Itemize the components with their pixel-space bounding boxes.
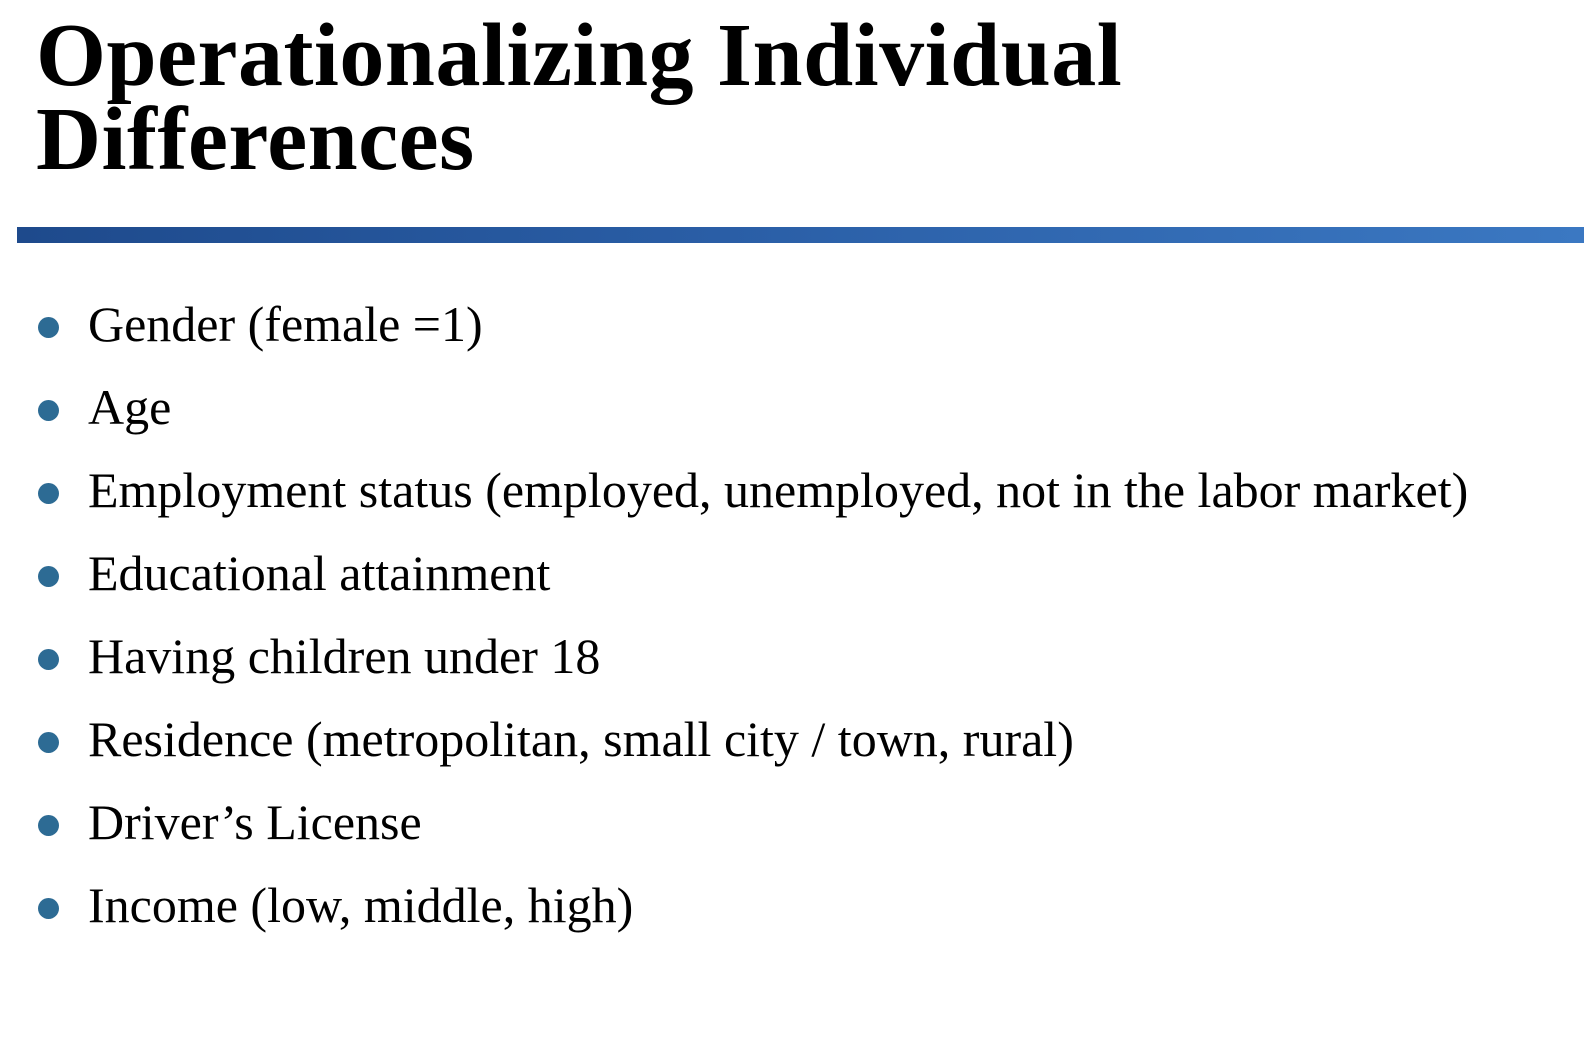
list-item: Age: [0, 377, 1584, 438]
bullet-icon: [38, 898, 59, 919]
bullet-text: Educational attainment: [88, 545, 551, 601]
list-item: Income (low, middle, high): [0, 875, 1584, 936]
list-item: Employment status (employed, unemployed,…: [0, 460, 1584, 521]
bullet-text: Employment status (employed, unemployed,…: [88, 462, 1469, 518]
bullet-text: Income (low, middle, high): [88, 877, 634, 933]
bullet-icon: [38, 649, 59, 670]
bullet-text: Gender (female =1): [88, 296, 483, 352]
list-item: Driver’s License: [0, 792, 1584, 853]
list-item: Educational attainment: [0, 543, 1584, 604]
slide-title: Operationalizing Individual Differences: [36, 6, 1123, 189]
title-divider: [17, 227, 1584, 243]
bullet-icon: [38, 483, 59, 504]
bullet-text: Having children under 18: [88, 628, 601, 684]
bullet-text: Driver’s License: [88, 794, 422, 850]
bullet-list: Gender (female =1) Age Employment status…: [0, 294, 1584, 958]
bullet-icon: [38, 400, 59, 421]
bullet-text: Age: [88, 379, 172, 435]
list-item: Gender (female =1): [0, 294, 1584, 355]
bullet-text: Residence (metropolitan, small city / to…: [88, 711, 1074, 767]
bullet-icon: [38, 815, 59, 836]
list-item: Residence (metropolitan, small city / to…: [0, 709, 1584, 770]
bullet-icon: [38, 566, 59, 587]
bullet-icon: [38, 732, 59, 753]
bullet-icon: [38, 317, 59, 338]
list-item: Having children under 18: [0, 626, 1584, 687]
